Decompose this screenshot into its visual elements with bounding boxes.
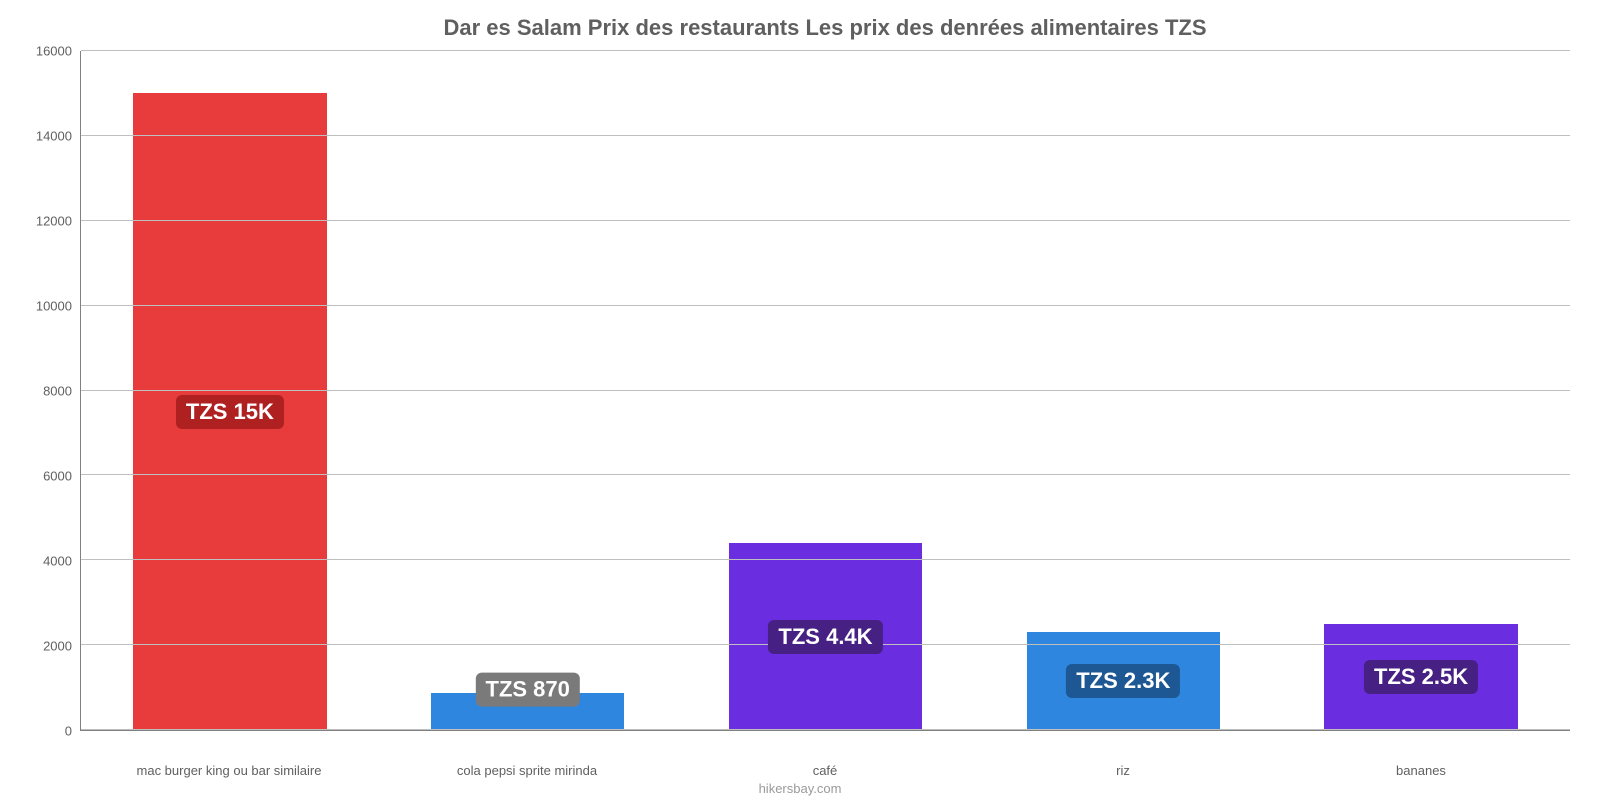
- value-badge: TZS 2.3K: [1066, 664, 1180, 698]
- footer-credit: hikersbay.com: [0, 781, 1600, 796]
- bar-slot: TZS 2.3K: [974, 51, 1272, 730]
- y-tick-label: 8000: [43, 384, 80, 399]
- y-tick-label: 2000: [43, 639, 80, 654]
- value-badge: TZS 870: [476, 673, 580, 707]
- bars-row: TZS 15K TZS 870 TZS 4.4K TZS 2.3K TZS 2.5K: [81, 51, 1570, 730]
- gridline: [81, 390, 1570, 391]
- value-badge: TZS 2.5K: [1364, 660, 1478, 694]
- value-badge: TZS 4.4K: [768, 620, 882, 654]
- y-tick-label: 10000: [36, 299, 80, 314]
- gridline: [81, 135, 1570, 136]
- bar: TZS 4.4K: [729, 543, 923, 730]
- gridline: [81, 729, 1570, 730]
- bar-slot: TZS 2.5K: [1272, 51, 1570, 730]
- value-badge: TZS 15K: [176, 395, 284, 429]
- x-tick-label: cola pepsi sprite mirinda: [378, 757, 676, 778]
- gridline: [81, 305, 1570, 306]
- gridline: [81, 50, 1570, 51]
- gridline: [81, 559, 1570, 560]
- bar-slot: TZS 4.4K: [677, 51, 975, 730]
- bar-slot: TZS 870: [379, 51, 677, 730]
- y-tick-label: 16000: [36, 44, 80, 59]
- bar-slot: TZS 15K: [81, 51, 379, 730]
- y-tick-label: 12000: [36, 214, 80, 229]
- gridline: [81, 220, 1570, 221]
- x-tick-label: bananes: [1272, 757, 1570, 778]
- plot-area: TZS 15K TZS 870 TZS 4.4K TZS 2.3K TZS 2.5K: [80, 51, 1570, 731]
- bar: TZS 2.5K: [1324, 624, 1518, 730]
- y-tick-label: 14000: [36, 129, 80, 144]
- y-tick-label: 4000: [43, 554, 80, 569]
- y-tick-label: 6000: [43, 469, 80, 484]
- bar: TZS 2.3K: [1027, 632, 1221, 730]
- x-tick-label: mac burger king ou bar similaire: [80, 757, 378, 778]
- gridline: [81, 474, 1570, 475]
- chart-title: Dar es Salam Prix des restaurants Les pr…: [80, 10, 1570, 51]
- x-axis-labels: mac burger king ou bar similairecola pep…: [80, 757, 1570, 778]
- x-tick-label: café: [676, 757, 974, 778]
- bar: TZS 870: [431, 693, 625, 730]
- bar: TZS 15K: [133, 93, 327, 730]
- plot-frame: 0200040006000800010000120001400016000 TZ…: [80, 51, 1570, 731]
- y-tick-label: 0: [65, 724, 80, 739]
- x-tick-label: riz: [974, 757, 1272, 778]
- bar-chart: Dar es Salam Prix des restaurants Les pr…: [0, 0, 1600, 800]
